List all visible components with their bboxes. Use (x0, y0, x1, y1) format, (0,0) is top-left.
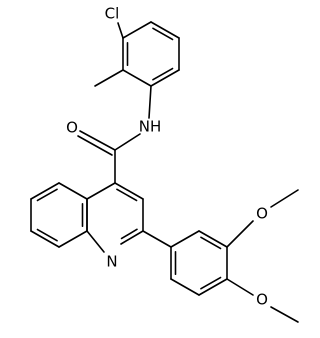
bond (30, 182, 60, 200)
bond (58, 182, 88, 200)
bond (200, 276, 222, 290)
bond (152, 67, 174, 81)
bond (117, 22, 124, 39)
bond (226, 220, 254, 248)
bond (170, 230, 200, 248)
bond (120, 228, 138, 240)
bond (226, 278, 254, 296)
bond (122, 21, 152, 39)
bond (152, 27, 174, 41)
atom-label: N (106, 253, 117, 271)
bond (200, 236, 222, 250)
bond (150, 21, 180, 39)
bond (170, 278, 200, 296)
bond (198, 278, 228, 296)
atom-label: O (256, 205, 268, 223)
bond (86, 230, 105, 253)
bond (148, 85, 152, 119)
bond (86, 182, 116, 200)
bond (36, 228, 58, 242)
bond (122, 69, 152, 87)
bond (198, 230, 228, 248)
bonds (30, 21, 299, 323)
bond (77, 135, 113, 156)
bond (120, 230, 144, 245)
bond (114, 133, 141, 151)
bond (94, 69, 124, 87)
atom-label: O (256, 291, 268, 309)
bond (36, 188, 58, 202)
atom-label: Cl (105, 5, 120, 23)
bond (114, 182, 144, 200)
bond (142, 230, 172, 248)
atom-label: NH (139, 118, 162, 136)
atom-label: O (66, 119, 78, 137)
bond (270, 189, 299, 208)
bond (116, 188, 138, 202)
bond (79, 130, 116, 151)
bond (58, 230, 88, 248)
bond (150, 69, 180, 87)
bond (270, 306, 299, 323)
bond (30, 230, 60, 248)
